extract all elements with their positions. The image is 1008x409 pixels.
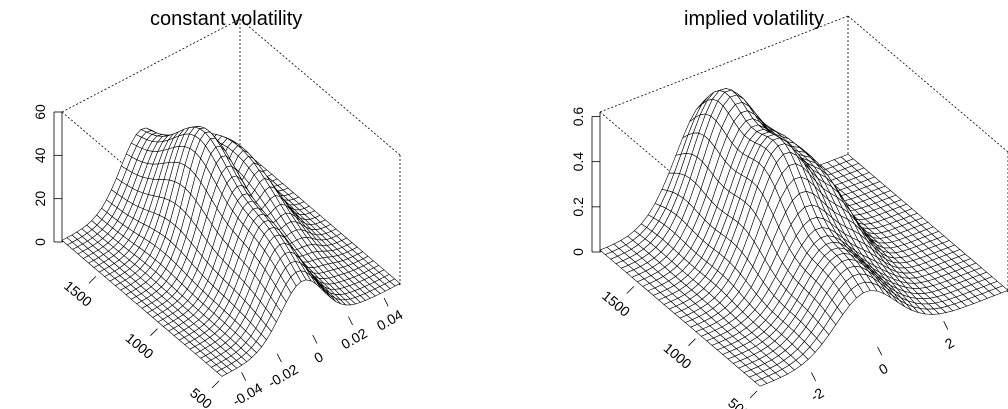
z-tick-label: 0.4 xyxy=(570,152,586,172)
y-tick-label: 0 xyxy=(876,360,891,378)
x-tick xyxy=(211,380,220,389)
y-tick xyxy=(811,372,816,381)
y-tick xyxy=(877,346,883,356)
y-tick-label: -0.04 xyxy=(229,379,265,409)
surface-mesh xyxy=(599,88,1008,387)
x-tick xyxy=(88,276,97,284)
x-tick xyxy=(749,390,758,399)
y-tick xyxy=(312,334,318,344)
z-tick-label: 0 xyxy=(32,238,48,246)
z-tick-label: 0.6 xyxy=(570,107,586,127)
z-tick-label: 60 xyxy=(32,104,48,120)
y-tick xyxy=(276,353,282,363)
chart-constant-volatility: constant volatility 0 20 40 60 500 1000 1500 -0… xyxy=(32,8,406,409)
box-edge xyxy=(599,15,849,113)
y-tick-label: 0 xyxy=(311,348,326,366)
box-edge xyxy=(239,18,401,156)
x-tick xyxy=(626,286,635,294)
x-tick xyxy=(150,328,158,336)
y-tick xyxy=(943,321,949,330)
surface-facet xyxy=(754,378,768,387)
z-tick-label: 0 xyxy=(570,248,586,256)
chart-title: constant volatility xyxy=(150,8,303,30)
y-tick-label: 2 xyxy=(942,334,957,352)
surface-mesh xyxy=(61,125,401,377)
z-tick-label: 0.2 xyxy=(570,197,586,217)
y-tick-label: -2 xyxy=(808,384,827,404)
y-tick-label: 0.02 xyxy=(338,325,370,353)
y-tick xyxy=(383,297,389,307)
box-edge xyxy=(61,18,241,113)
chart-title: implied volatility xyxy=(684,8,825,30)
surface-facet xyxy=(216,368,228,377)
x-tick-label: 500 xyxy=(725,395,753,409)
box-edge xyxy=(847,15,1008,153)
x-tick xyxy=(688,338,696,346)
y-tick xyxy=(348,316,353,326)
y-tick-label: 0.04 xyxy=(374,306,406,334)
x-tick-label: 500 xyxy=(187,385,215,409)
y-tick-label: -0.02 xyxy=(265,361,301,391)
z-tick-label: 40 xyxy=(32,147,48,163)
y-tick xyxy=(241,372,247,381)
chart-implied-volatility: implied volatility 0 0.2 0.4 0.6 500 1000 1500… xyxy=(504,0,1008,409)
z-tick-label: 20 xyxy=(32,191,48,207)
